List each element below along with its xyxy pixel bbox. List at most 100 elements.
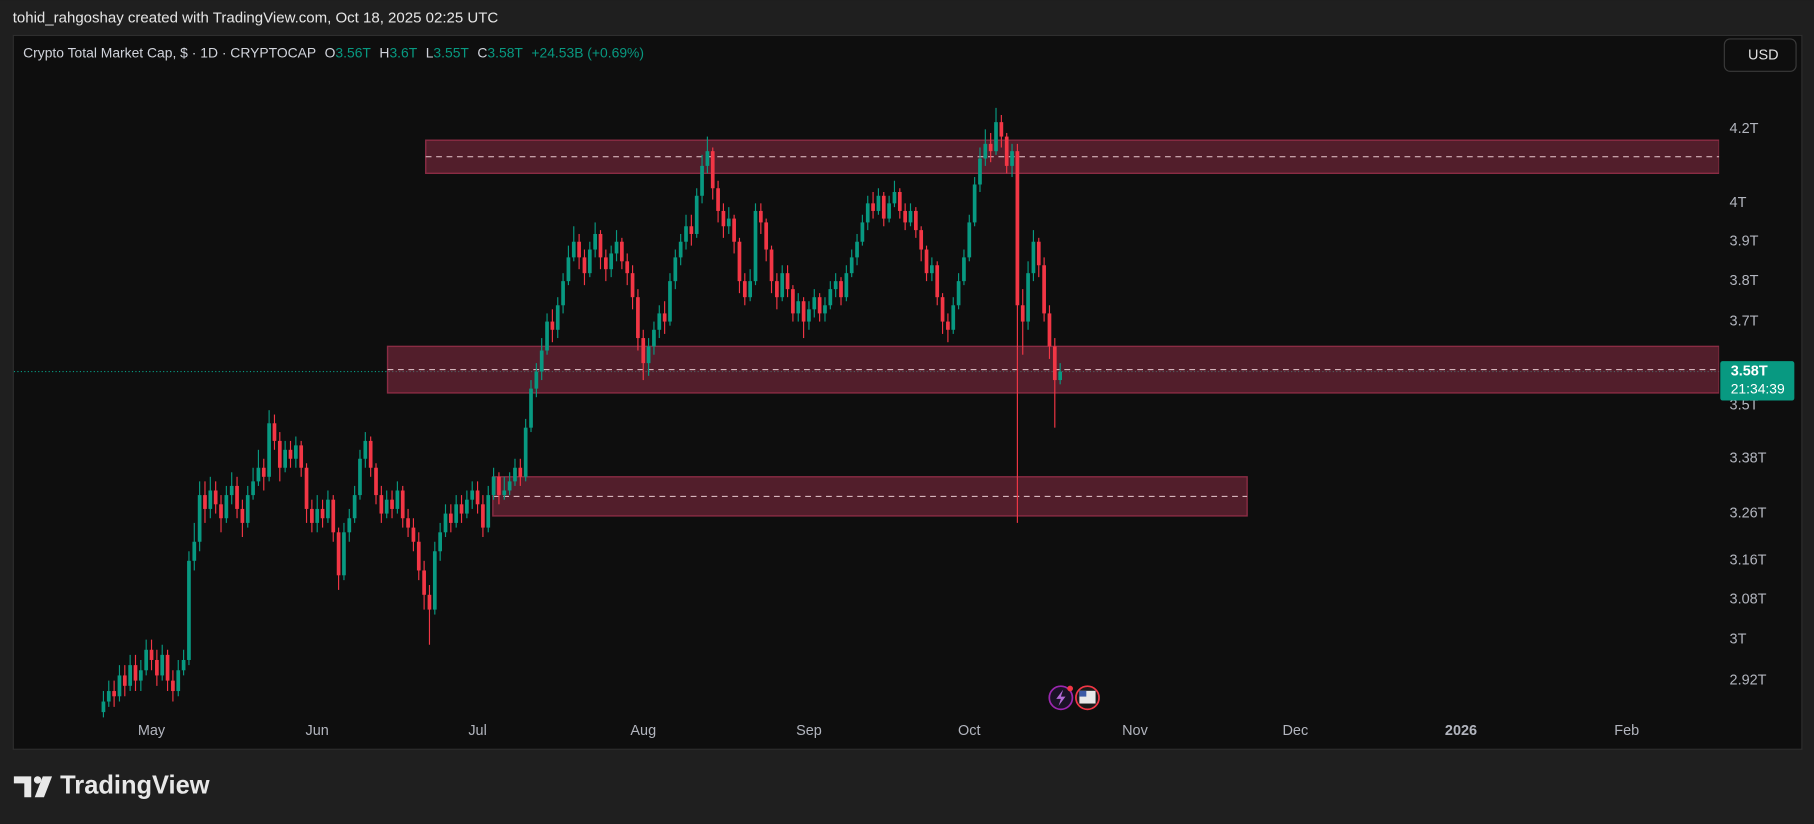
candle-body — [470, 490, 475, 500]
candle-body — [983, 143, 988, 159]
candle-body — [181, 659, 186, 671]
candle-body — [999, 122, 1004, 137]
candle-body — [839, 281, 843, 298]
candle-body — [1047, 313, 1052, 347]
candle-body — [513, 467, 517, 482]
candle-body — [502, 490, 507, 496]
candle-body — [1004, 136, 1009, 166]
y-tick-label: 3.08T — [1730, 592, 1767, 608]
button-frame[interactable] — [1723, 38, 1797, 72]
candle-body — [956, 281, 961, 306]
candle-body — [208, 490, 213, 509]
candle-body — [320, 508, 325, 519]
candle-body — [603, 257, 608, 270]
candle-body — [384, 499, 389, 514]
legend-change: +24.53B (+0.69%) — [531, 44, 644, 60]
candle-body — [940, 297, 945, 322]
flag-canton — [1079, 690, 1087, 697]
candle-body — [507, 481, 512, 491]
x-tick-label: Aug — [630, 723, 656, 739]
logo-mark — [13, 776, 32, 798]
candle-body — [1052, 346, 1057, 381]
candle-body — [331, 499, 336, 533]
candle-body — [620, 241, 624, 262]
candle-body — [438, 532, 443, 552]
candle-body — [374, 467, 378, 496]
candle-body — [1058, 371, 1062, 381]
candle-body — [187, 560, 191, 660]
candle-body — [491, 476, 496, 496]
candle-body — [293, 445, 298, 459]
candle-body — [1026, 273, 1030, 322]
candle-body — [192, 541, 197, 561]
candle-body — [240, 508, 245, 523]
candle-body — [443, 513, 448, 533]
candle-body — [716, 188, 720, 211]
candle-body — [919, 230, 924, 250]
candle-body — [406, 518, 410, 528]
candle-body — [336, 532, 341, 576]
legend-label: O — [325, 44, 336, 60]
candle-body — [534, 371, 539, 389]
candle-body — [539, 350, 544, 372]
candle-body — [700, 165, 704, 196]
candle-body — [326, 499, 330, 519]
candle-body — [432, 551, 437, 610]
candle-body — [497, 476, 501, 496]
candle-body — [1020, 305, 1025, 322]
candle-body — [288, 449, 293, 459]
candle-body — [913, 210, 918, 231]
candle-body — [860, 222, 865, 242]
candle-body — [454, 504, 459, 523]
candle-body — [652, 329, 656, 347]
symbol-title: Crypto Total Market Cap, $ · 1D · CRYPTO… — [23, 44, 316, 60]
candle-body — [523, 427, 528, 477]
candle-body — [849, 257, 854, 274]
candle-body — [946, 321, 950, 330]
y-tick-label: 4.2T — [1730, 121, 1759, 137]
candle-body — [962, 257, 966, 282]
candle-body — [128, 665, 133, 686]
candle-body — [673, 257, 678, 282]
candle-body — [994, 122, 998, 152]
candle-body — [833, 281, 838, 290]
button-label[interactable]: USD — [1748, 47, 1779, 63]
candle-body — [678, 241, 683, 258]
candle-body — [545, 321, 549, 351]
candle-body — [587, 249, 592, 274]
candle-body — [529, 388, 533, 428]
candle-body — [780, 273, 785, 298]
candle-body — [155, 659, 159, 676]
candle-body — [283, 449, 288, 468]
y-tick-label: 3.9T — [1730, 234, 1759, 250]
candle-body — [363, 440, 368, 459]
candle-body — [823, 305, 827, 314]
candle-body — [101, 701, 106, 713]
candle-body — [630, 273, 635, 298]
candle-body — [881, 195, 886, 219]
legend-label: L — [426, 44, 434, 60]
candle-body — [887, 203, 891, 219]
candle-body — [844, 273, 849, 298]
candle-body — [753, 210, 758, 282]
candle-body — [171, 680, 175, 692]
x-tick-label: 2026 — [1445, 723, 1477, 739]
currency-button[interactable]: USD — [1723, 38, 1797, 72]
candle-body — [358, 458, 362, 496]
candle-body — [400, 490, 405, 519]
candle-body — [427, 594, 432, 610]
candle-body — [577, 241, 581, 258]
event-icons[interactable] — [1048, 685, 1100, 711]
candle-body — [122, 675, 127, 686]
candle-body — [791, 289, 795, 314]
candle-body — [951, 305, 956, 330]
y-tick-label: 3T — [1730, 631, 1747, 647]
candle-body — [865, 203, 870, 223]
brand-name: TradingView — [60, 772, 210, 800]
candle-body — [138, 670, 143, 681]
candle-body — [571, 241, 576, 258]
countdown: 21:34:39 — [1731, 381, 1785, 397]
y-tick-label: 3.7T — [1730, 313, 1759, 329]
candle-body — [737, 241, 742, 282]
